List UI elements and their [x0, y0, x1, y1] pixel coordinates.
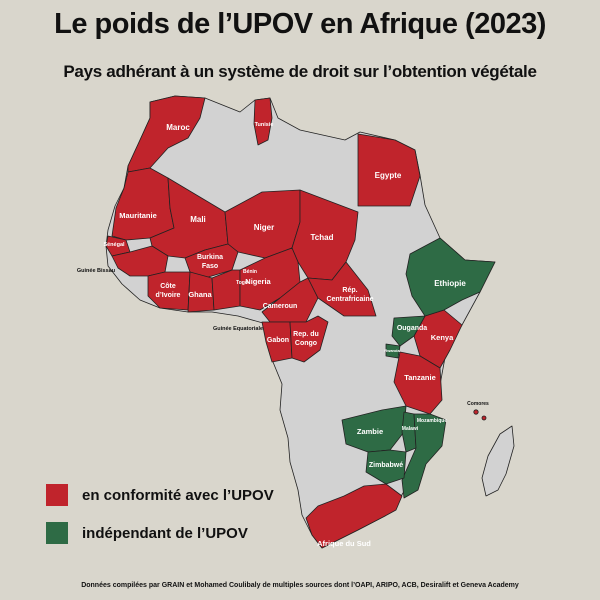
label-tanzanie: Tanzanie [404, 373, 436, 382]
label-togo: Togo [236, 280, 248, 286]
map-title: Le poids de l’UPOV en Afrique (2023) [54, 8, 546, 40]
country-tanzanie [393, 351, 443, 415]
country-togo-benin [211, 269, 241, 311]
label-tchad: Tchad [311, 233, 334, 242]
country-maroc [127, 95, 206, 173]
label-kenya: Kenya [431, 333, 454, 342]
label-cameroun: Cameroun [263, 303, 298, 310]
country-tunisie [253, 97, 273, 146]
legend-label-conform: en conformité avec l’UPOV [82, 486, 274, 504]
label-burkina: Burkina Faso [197, 254, 223, 270]
label-zambie: Zambie [357, 427, 383, 436]
country-ethiopie [405, 237, 496, 317]
label-ghana: Ghana [188, 290, 212, 299]
label-gabon: Gabon [267, 337, 289, 344]
country-afrique-du-sud [305, 483, 403, 549]
legend-label-independent: indépendant de l’UPOV [82, 524, 248, 542]
source-note: Données compilées par GRAIN et Mohamed C… [81, 582, 519, 589]
label-afrique-du-sud: Afrique du Sud [317, 539, 371, 548]
legend-item-independent: indépendant de l’UPOV [46, 522, 248, 544]
country-congo [289, 315, 329, 363]
country-kenya [413, 309, 463, 369]
country-mauritanie [111, 167, 175, 241]
madagascar-shape [481, 425, 515, 497]
label-congo: Rep. du Congo [293, 331, 319, 347]
country-egypte [357, 133, 421, 207]
label-zimbabwe: Zimbabwé [369, 462, 403, 469]
comores-island-1 [473, 409, 479, 415]
country-malawi [401, 411, 417, 453]
legend-swatch-red [46, 484, 68, 506]
label-mozambique: Mozambique [417, 418, 447, 424]
label-cote-ivoire: Côte d’Ivoire [156, 283, 181, 299]
label-egypte: Egypte [375, 171, 402, 180]
label-benin: Bénin [243, 269, 257, 275]
label-mali: Mali [190, 215, 206, 224]
label-mauritanie: Mauritanie [119, 211, 157, 220]
country-rwanda [385, 343, 401, 359]
label-rwanda: Rwanda [384, 348, 400, 353]
label-nigeria: Nigeria [245, 277, 271, 286]
label-ouganda: Ouganda [397, 325, 427, 332]
country-zimbabwe [365, 449, 407, 485]
label-senegal: Sénégal [103, 242, 125, 248]
label-comores: Comores [467, 401, 489, 407]
label-malawi: Malawi [402, 426, 419, 432]
legend-item-conform: en conformité avec l’UPOV [46, 484, 274, 506]
label-tunisie: Tunisie [255, 122, 274, 128]
country-ouganda [391, 315, 426, 347]
label-guinee-eq: Guinée Equatoriale [213, 326, 263, 332]
label-ethiopie: Ethiopie [434, 279, 466, 288]
legend-swatch-green [46, 522, 68, 544]
label-niger: Niger [254, 223, 274, 232]
label-guinee-bissau: Guinée Bissau [77, 268, 115, 274]
country-zambie [341, 405, 407, 453]
country-gabon [261, 321, 293, 363]
label-rca: Rép. Centrafricaine [326, 287, 373, 303]
country-cameroun [261, 277, 319, 323]
comores-island-2 [481, 415, 487, 421]
country-rca [307, 261, 377, 317]
map-subtitle: Pays adhérant à un système de droit sur … [63, 62, 537, 81]
country-mozambique [401, 413, 447, 499]
label-maroc: Maroc [166, 123, 190, 132]
